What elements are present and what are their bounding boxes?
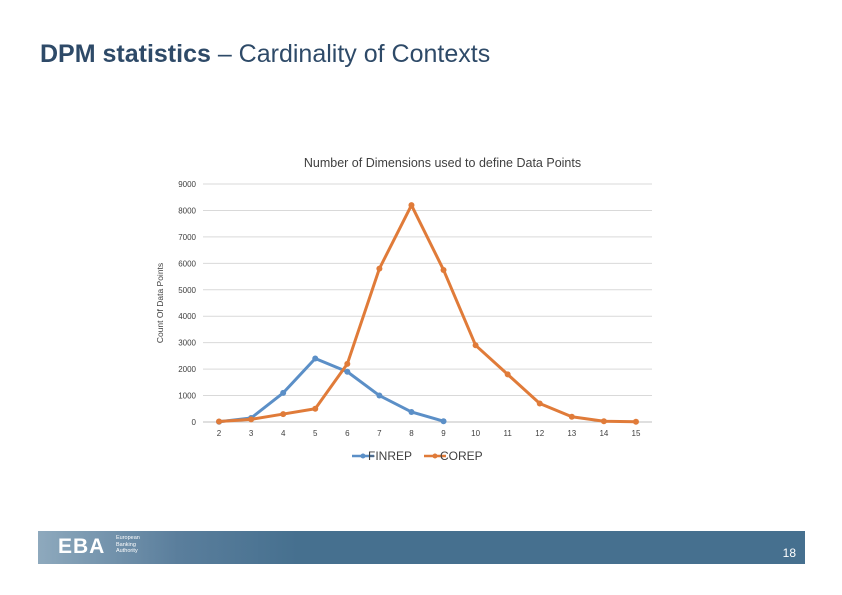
data-point-corep — [568, 413, 575, 420]
x-tick-label: 3 — [249, 429, 254, 438]
x-tick-label: 4 — [281, 429, 286, 438]
line-chart: Number of Dimensions used to define Data… — [155, 156, 652, 463]
x-tick-label: 9 — [441, 429, 446, 438]
data-point-finrep — [440, 418, 447, 425]
x-tick-label: 8 — [409, 429, 414, 438]
data-point-finrep — [344, 368, 351, 375]
logo-line: European — [116, 535, 140, 541]
y-tick-label: 5000 — [178, 286, 196, 295]
x-tick-label: 7 — [377, 429, 382, 438]
eba-logo-subtitle: European Banking Authority — [116, 535, 166, 555]
chart-title: Number of Dimensions used to define Data… — [304, 156, 581, 170]
legend-marker-finrep — [360, 453, 366, 459]
y-tick-label: 6000 — [178, 259, 196, 268]
x-tick-label: 10 — [471, 429, 480, 438]
y-tick-label: 9000 — [178, 180, 196, 189]
data-point-finrep — [280, 389, 287, 396]
legend-label-finrep: FINREP — [368, 449, 412, 463]
data-point-corep — [280, 411, 287, 418]
series-line-finrep — [218, 357, 444, 424]
x-tick-label: 12 — [535, 429, 544, 438]
x-tick-label: 13 — [567, 429, 576, 438]
data-point-corep — [216, 418, 223, 425]
data-point-corep — [408, 202, 415, 209]
x-tick-label: 2 — [217, 429, 222, 438]
legend-label-corep: COREP — [440, 449, 483, 463]
data-point-corep — [504, 371, 511, 378]
data-point-finrep — [376, 392, 383, 399]
y-tick-label: 8000 — [178, 206, 196, 215]
page-number: 18 — [782, 546, 796, 560]
y-tick-label: 2000 — [178, 365, 196, 374]
data-point-corep — [600, 418, 607, 425]
data-point-corep — [632, 418, 639, 425]
data-point-corep — [376, 265, 383, 272]
slide-title: DPM statistics – Cardinality of Contexts — [40, 40, 490, 69]
data-point-finrep — [312, 355, 319, 362]
logo-line: Banking — [116, 541, 136, 548]
x-tick-label: 15 — [632, 429, 641, 438]
x-tick-label: 5 — [313, 429, 318, 438]
data-point-corep — [344, 360, 351, 367]
series-line-corep — [218, 203, 636, 424]
x-tick-label: 11 — [504, 429, 513, 438]
y-tick-label: 1000 — [178, 392, 196, 401]
y-tick-label: 7000 — [178, 233, 196, 242]
slide-title-rest: – Cardinality of Contexts — [210, 40, 491, 68]
x-tick-label: 14 — [599, 429, 608, 438]
data-point-corep — [472, 342, 479, 349]
y-tick-label: 4000 — [178, 312, 196, 321]
slide-title-bold: DPM statistics — [40, 40, 211, 68]
footer-bar: EBA European Banking Authority 18 — [38, 531, 805, 564]
x-tick-label: 6 — [345, 429, 350, 438]
data-point-corep — [248, 416, 255, 423]
eba-logo: EBA — [58, 535, 106, 558]
data-point-finrep — [408, 408, 415, 415]
logo-line: Authority — [116, 548, 138, 554]
data-point-corep — [440, 266, 447, 273]
y-axis-label: Count Of Data Points — [155, 263, 165, 343]
data-point-corep — [312, 405, 319, 412]
data-point-corep — [536, 400, 543, 407]
y-tick-label: 0 — [192, 418, 197, 427]
y-tick-label: 3000 — [178, 339, 196, 348]
legend-marker-corep — [432, 453, 438, 459]
